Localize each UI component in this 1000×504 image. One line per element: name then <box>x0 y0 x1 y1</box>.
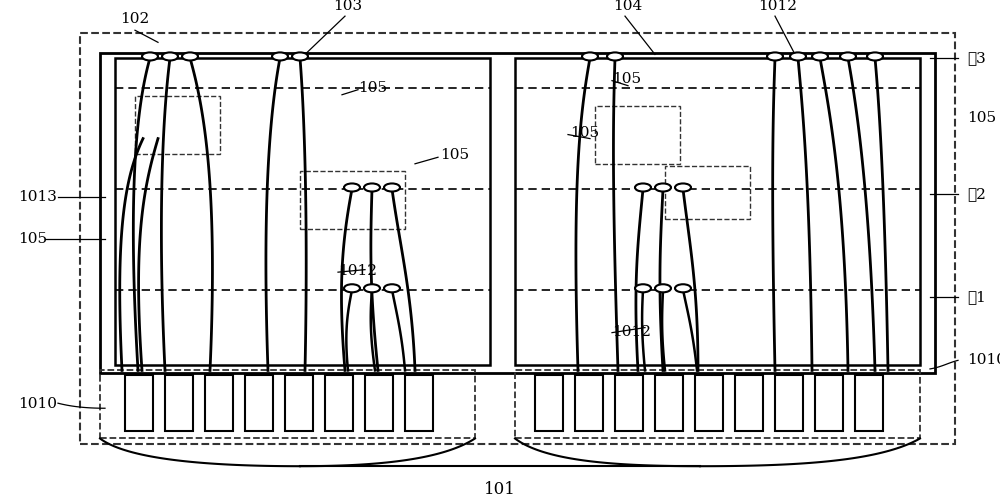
Text: 1013: 1013 <box>18 190 57 204</box>
Text: 104: 104 <box>613 0 643 13</box>
Bar <box>205 375 233 431</box>
Circle shape <box>790 52 806 60</box>
Bar <box>515 370 920 438</box>
Text: 105: 105 <box>358 81 387 95</box>
Circle shape <box>384 284 400 292</box>
Bar <box>300 171 405 229</box>
Bar <box>535 375 563 431</box>
Bar <box>135 96 220 154</box>
Bar <box>815 375 843 431</box>
Bar <box>165 375 193 431</box>
Text: 101: 101 <box>484 481 516 498</box>
Bar <box>325 375 353 431</box>
Bar <box>245 375 273 431</box>
Circle shape <box>292 52 308 60</box>
Circle shape <box>142 52 158 60</box>
Bar <box>100 370 475 438</box>
Circle shape <box>767 52 783 60</box>
Bar <box>100 53 935 373</box>
Circle shape <box>675 183 691 192</box>
Text: 105: 105 <box>18 232 47 246</box>
Circle shape <box>635 284 651 292</box>
Circle shape <box>655 284 671 292</box>
Text: 102: 102 <box>120 12 150 26</box>
Bar <box>665 166 750 219</box>
Text: 1010: 1010 <box>18 397 57 411</box>
Circle shape <box>344 183 360 192</box>
Bar <box>365 375 393 431</box>
Text: 105: 105 <box>612 72 641 86</box>
Bar <box>515 58 920 365</box>
Circle shape <box>607 52 623 60</box>
Text: 1012: 1012 <box>612 325 651 339</box>
Bar <box>655 375 683 431</box>
Circle shape <box>384 183 400 192</box>
Bar <box>615 375 643 431</box>
Bar <box>595 106 680 164</box>
Bar <box>285 375 313 431</box>
Circle shape <box>272 52 288 60</box>
Bar <box>855 375 883 431</box>
Bar <box>575 375 603 431</box>
Circle shape <box>582 52 598 60</box>
Circle shape <box>635 183 651 192</box>
Text: 105: 105 <box>440 148 469 162</box>
Bar <box>115 58 490 365</box>
Bar <box>735 375 763 431</box>
Bar <box>80 33 955 444</box>
Bar <box>125 375 153 431</box>
Text: 排3: 排3 <box>967 51 986 65</box>
Text: 排1: 排1 <box>967 290 986 304</box>
Text: 105: 105 <box>967 111 996 125</box>
Bar <box>775 375 803 431</box>
Text: 1012: 1012 <box>759 0 798 13</box>
Text: 1012: 1012 <box>338 264 377 278</box>
Circle shape <box>182 52 198 60</box>
Circle shape <box>364 284 380 292</box>
Circle shape <box>655 183 671 192</box>
Circle shape <box>840 52 856 60</box>
Bar <box>695 375 723 431</box>
Circle shape <box>344 284 360 292</box>
Text: 排2: 排2 <box>967 187 986 201</box>
Circle shape <box>162 52 178 60</box>
Circle shape <box>812 52 828 60</box>
Bar <box>405 375 433 431</box>
Text: 103: 103 <box>333 0 363 13</box>
Circle shape <box>867 52 883 60</box>
Text: 105: 105 <box>570 126 599 140</box>
Circle shape <box>675 284 691 292</box>
Text: 1010': 1010' <box>967 353 1000 367</box>
Circle shape <box>364 183 380 192</box>
